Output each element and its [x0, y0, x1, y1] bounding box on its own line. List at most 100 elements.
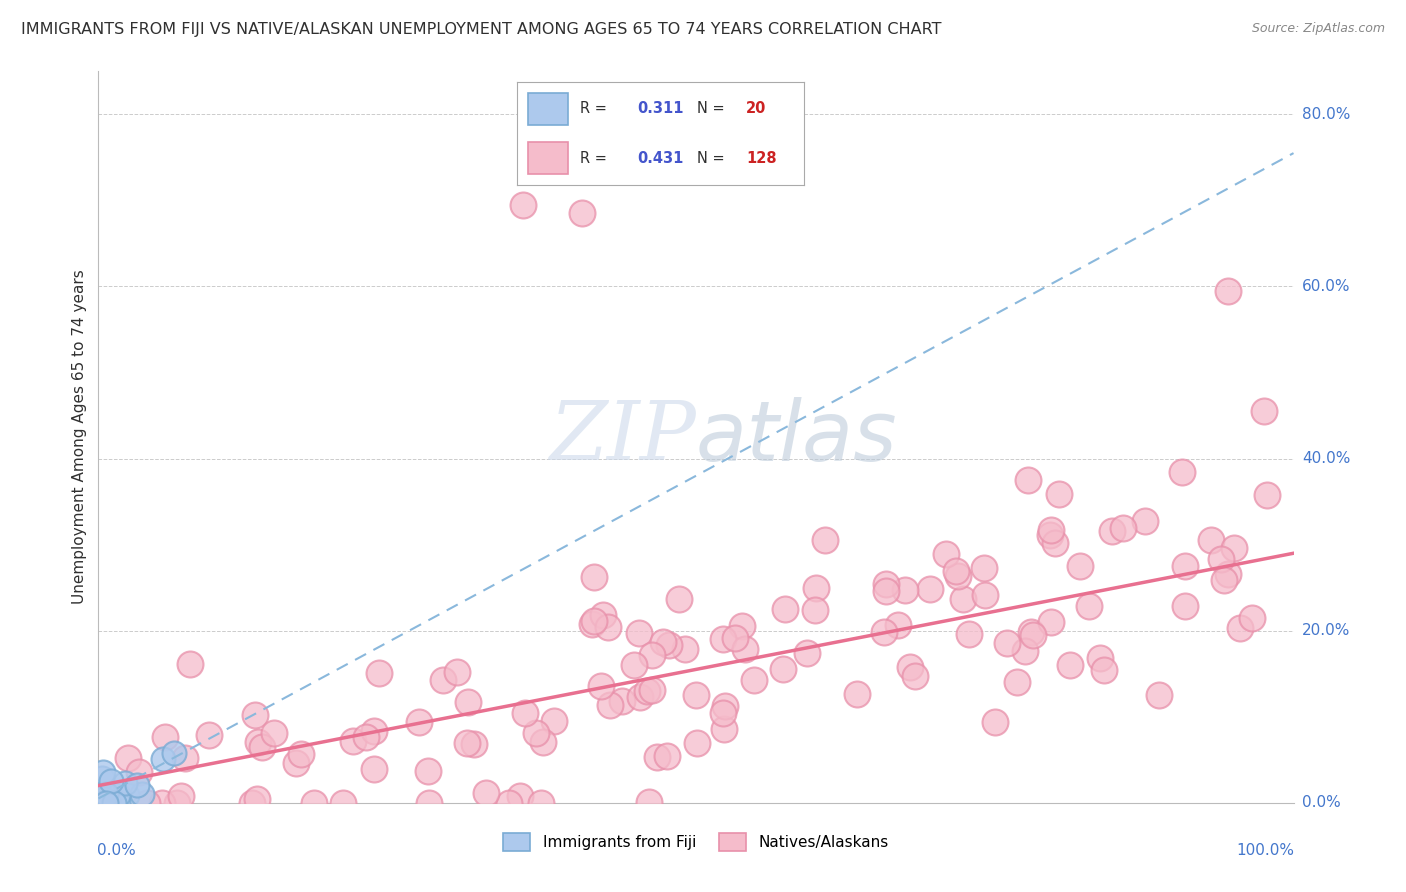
Point — [742, 673, 765, 687]
Point — [1059, 658, 1081, 673]
Point — [163, 746, 186, 760]
Text: atlas: atlas — [696, 397, 897, 477]
Point — [1174, 599, 1197, 613]
Point — [1216, 284, 1239, 298]
Point — [456, 736, 478, 750]
Text: Source: ZipAtlas.com: Source: ZipAtlas.com — [1251, 22, 1385, 36]
Point — [875, 576, 897, 591]
Point — [1092, 663, 1115, 677]
Point — [96, 796, 118, 810]
Point — [1039, 528, 1062, 542]
Point — [957, 627, 980, 641]
Point — [772, 662, 794, 676]
Point — [1240, 611, 1263, 625]
Point — [432, 673, 454, 688]
Point — [638, 795, 661, 809]
Point — [457, 695, 479, 709]
Point — [515, 706, 537, 720]
Point — [246, 792, 269, 806]
Point — [103, 796, 125, 810]
Point — [96, 788, 118, 802]
Point — [581, 616, 603, 631]
Point — [89, 789, 111, 804]
Point — [945, 565, 967, 579]
Point — [935, 547, 957, 561]
Point — [285, 756, 308, 770]
Point — [898, 660, 921, 674]
Point — [589, 679, 612, 693]
Point — [658, 638, 681, 652]
Point — [107, 796, 129, 810]
Point — [713, 722, 735, 736]
Point — [290, 747, 312, 761]
Point — [1069, 559, 1091, 574]
Point — [418, 764, 440, 778]
Point — [1213, 574, 1236, 588]
Point — [686, 736, 709, 750]
Point — [628, 690, 651, 705]
Point — [1047, 486, 1070, 500]
Point — [173, 751, 195, 765]
Point — [814, 533, 837, 547]
Point — [655, 749, 678, 764]
Point — [1101, 524, 1123, 538]
Point — [596, 620, 619, 634]
Point — [100, 774, 122, 789]
Point — [636, 683, 658, 698]
Point — [89, 796, 111, 810]
Point — [887, 617, 910, 632]
Point — [240, 796, 263, 810]
Point — [1019, 624, 1042, 639]
Point — [711, 706, 734, 720]
Text: IMMIGRANTS FROM FIJI VS NATIVE/ALASKAN UNEMPLOYMENT AMONG AGES 65 TO 74 YEARS CO: IMMIGRANTS FROM FIJI VS NATIVE/ALASKAN U… — [21, 22, 942, 37]
Point — [952, 592, 974, 607]
Point — [612, 694, 634, 708]
Point — [93, 792, 115, 806]
Point — [731, 619, 754, 633]
Point — [946, 569, 969, 583]
Point — [136, 796, 159, 810]
Point — [1077, 599, 1099, 614]
Point — [363, 762, 385, 776]
Point — [641, 682, 664, 697]
Point — [418, 796, 440, 810]
Point — [354, 730, 377, 744]
Point — [1174, 559, 1197, 574]
Point — [150, 796, 173, 810]
Point — [94, 796, 117, 810]
Point — [1043, 536, 1066, 550]
Point — [1229, 621, 1251, 635]
Point — [1088, 651, 1111, 665]
Point — [775, 601, 797, 615]
Point — [623, 658, 645, 673]
Point — [974, 588, 997, 602]
Point — [543, 714, 565, 728]
Text: 60.0%: 60.0% — [1302, 279, 1350, 294]
Point — [1201, 533, 1223, 547]
Point — [1256, 488, 1278, 502]
Point — [714, 698, 737, 713]
Point — [875, 584, 897, 599]
Point — [302, 796, 325, 810]
Point — [512, 198, 534, 212]
Point — [1039, 615, 1062, 630]
Text: 0.0%: 0.0% — [1302, 796, 1340, 810]
Point — [463, 737, 485, 751]
Point — [711, 632, 734, 647]
Point — [97, 796, 120, 810]
Point — [903, 669, 925, 683]
Point — [250, 739, 273, 754]
Point — [114, 776, 136, 790]
Point — [804, 603, 827, 617]
Point — [894, 583, 917, 598]
Point — [125, 779, 148, 793]
Point — [91, 796, 114, 810]
Text: 100.0%: 100.0% — [1237, 843, 1295, 858]
Point — [131, 787, 153, 801]
Point — [583, 614, 606, 628]
Point — [107, 788, 129, 802]
Point — [571, 206, 593, 220]
Point — [1223, 541, 1246, 555]
Point — [509, 789, 531, 803]
Point — [91, 792, 114, 806]
